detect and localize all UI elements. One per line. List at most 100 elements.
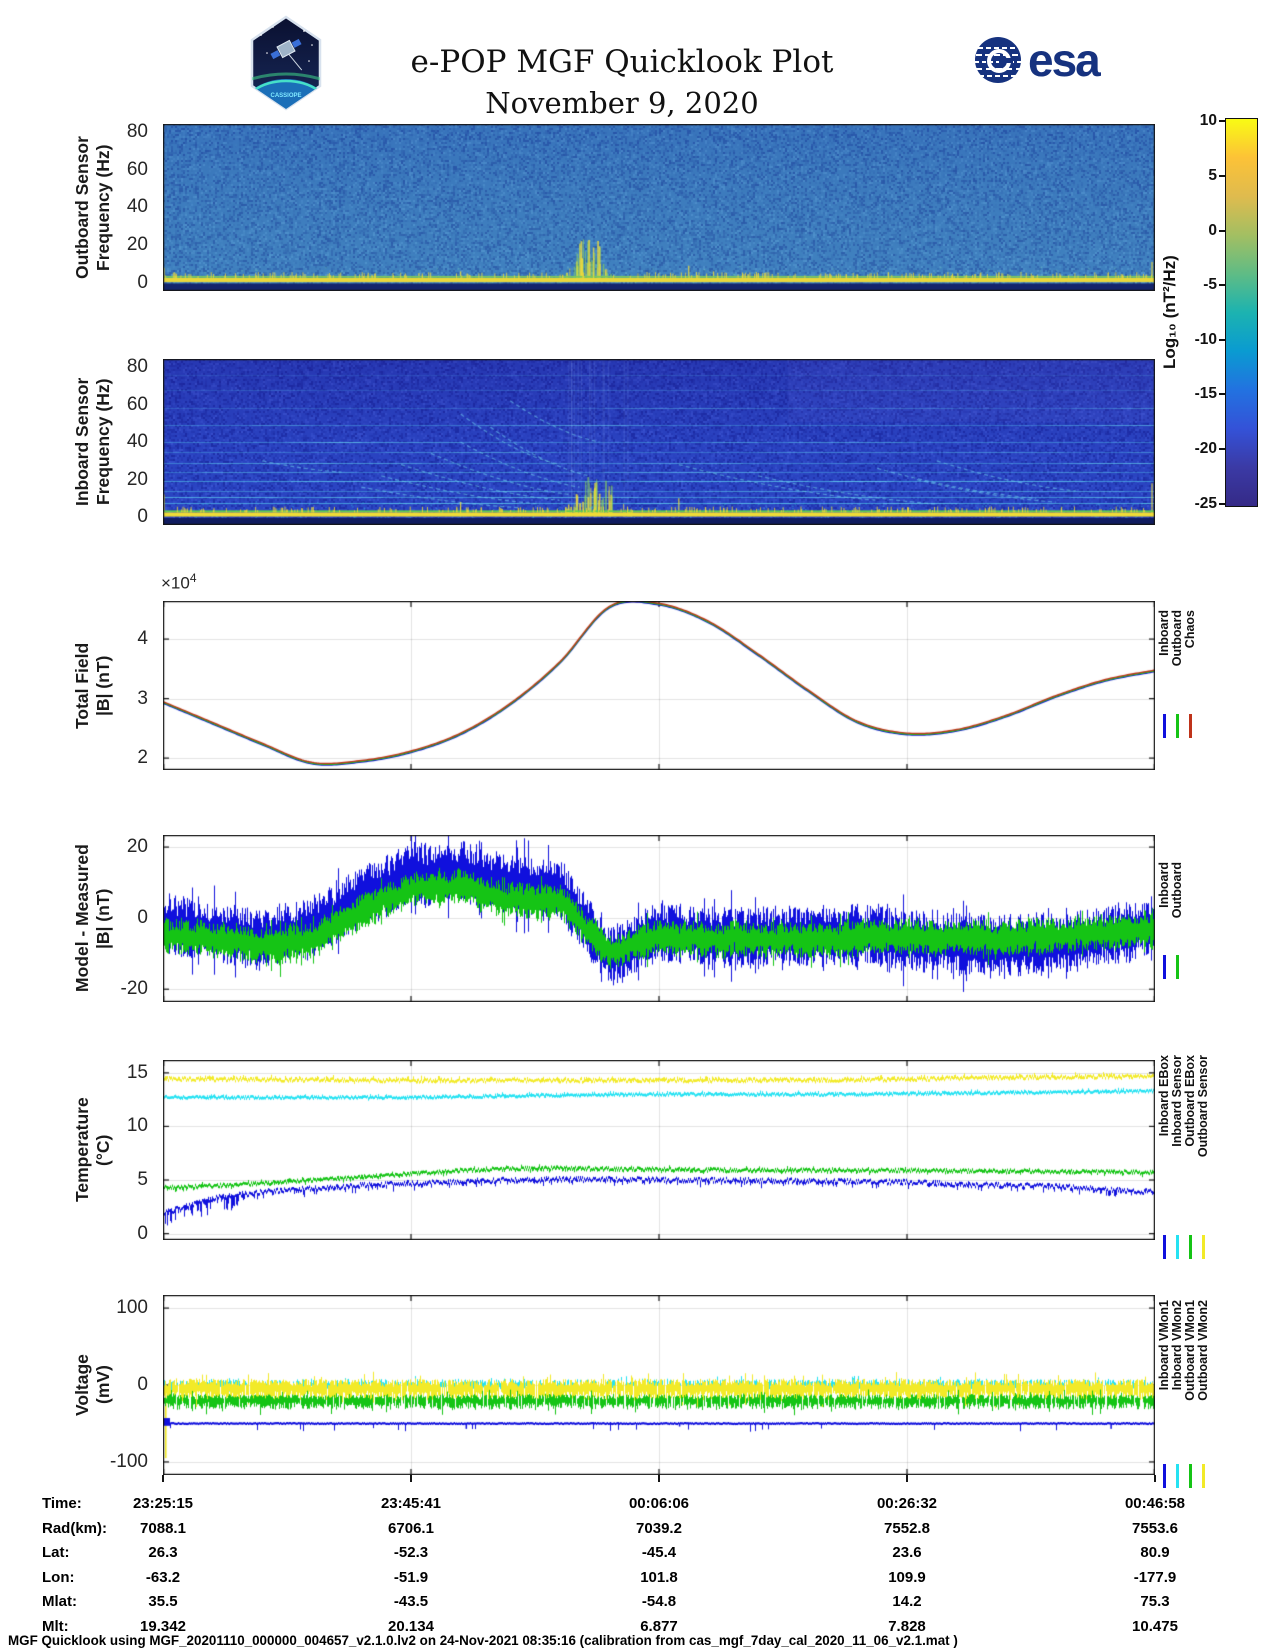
cassiope-patch-logo: CASSIOPE [249,15,323,111]
voltage-canvas [163,1295,1155,1475]
table-row-label: Rad(km): [42,1519,108,1537]
table-cell: 109.9 [888,1568,926,1586]
y-axis-label-line: (mV) [93,1365,113,1405]
esa-wordmark: esa [1028,34,1101,86]
panel-model_measured [163,835,1155,1002]
y-axis-label-outboard_spectrogram: Outboard Sensor Frequency (Hz) [72,124,118,291]
y-axis-label-inboard_spectrogram: Inboard Sensor Frequency (Hz) [72,359,118,525]
table-cell: 00:06:06 [628,1495,690,1512]
colorbar-tick-label: 5 [1208,166,1217,184]
legend-key [1163,714,1166,738]
panel-total_field [163,601,1155,770]
exp-pow: 4 [189,571,197,585]
colorbar-tick-mark [1219,229,1225,232]
table-row-label: Lon: [42,1568,75,1586]
legend-key [1176,714,1179,738]
y-tick-label: 80 [126,356,148,378]
y-tick-label: 10 [126,1115,148,1137]
table-cell: 23.6 [892,1544,922,1562]
y-axis-label-line: Total Field [72,642,92,729]
y-tick-label: 0 [137,1222,148,1244]
colorbar-tick-label: -10 [1194,330,1217,348]
legend-key [1176,1235,1179,1259]
panel-outboard_spectrogram [163,124,1155,291]
colorbar-tick-mark [1219,174,1225,177]
colorbar-tick-label: -15 [1194,385,1217,403]
table-cell: 14.2 [892,1593,922,1611]
legend-key [1163,955,1166,979]
table-cell: 7.828 [888,1618,926,1635]
y-tick-label: -100 [109,1450,148,1472]
y-axis-label-line: Model - Measured [72,844,92,993]
y-axis-label-line: Outboard Sensor [72,136,92,279]
y-tick-label: 0 [137,1374,148,1395]
y-tick-label: 0 [137,907,148,929]
y-axis-label-line: (°C) [93,1134,113,1166]
y-axis-label-voltage: Voltage (mV) [72,1295,118,1475]
table-cell: 23:25:15 [132,1495,194,1512]
table-cell: 6.877 [640,1618,678,1635]
y-tick-label: 100 [116,1297,148,1319]
legend-key [1202,1235,1205,1259]
colorbar-tick-mark [1219,393,1225,396]
y-tick-label: 40 [126,431,148,453]
legend-entry: Outboard VMon2 [1196,1300,1210,1401]
table-cell: 80.9 [1140,1544,1170,1562]
x-tick-mark [658,1475,660,1482]
legend-entry: Outboard [1170,862,1184,919]
colorbar-label: Log₁₀ (nT²/Hz) [1160,255,1179,370]
y-tick-label: 40 [126,196,148,218]
x-tick-mark [1154,1475,1156,1482]
y-axis-label-line: |B| (nT) [93,888,113,949]
y-axis-label-line: Frequency (Hz) [93,378,113,506]
total_field-canvas [163,601,1155,770]
legend-key [1163,1235,1166,1259]
table-cell: 20.134 [388,1618,434,1635]
legend-total_field: Inboard Outboard Chaos [1157,610,1197,666]
inboard_spectrogram-canvas [163,359,1155,525]
table-cell: 00:46:58 [1124,1495,1186,1512]
colorbar [1225,118,1258,507]
y-axis-label-line: |B| (nT) [93,655,113,716]
y-axis-label-temperature: Temperature (°C) [72,1060,118,1240]
colorbar-tick-mark [1219,502,1225,505]
legend-model_measured: Inboard Outboard [1157,862,1184,919]
colorbar-tick-label: -25 [1194,494,1217,512]
y-tick-label: 20 [126,836,148,858]
table-row-label: Mlat: [42,1593,77,1611]
panel-inboard_spectrogram [163,359,1155,525]
table-cell: 7553.6 [1132,1519,1178,1537]
x-tick-mark [162,1475,164,1482]
table-cell: 75.3 [1140,1593,1170,1611]
esa-logo: esa [972,34,1101,86]
y-tick-label: 20 [126,468,148,490]
table-cell: 10.475 [1132,1618,1178,1635]
temperature-canvas [163,1060,1155,1240]
legend-temperature: Inboard EBox Inboard Sensor Outboard EBox O… [1157,1055,1210,1157]
y-axis-label-line: Inboard Sensor [72,377,92,507]
panel-temperature [163,1060,1155,1240]
table-cell: 19.342 [140,1618,186,1635]
table-cell: 7088.1 [140,1519,186,1537]
panel-voltage [163,1295,1155,1475]
esa-globe-icon [975,37,1021,83]
table-cell: 101.8 [640,1568,678,1586]
colorbar-tick-mark [1219,448,1225,451]
table-cell: 6706.1 [388,1519,434,1537]
page-date: November 9, 2020 [485,86,759,120]
colorbar-tick-label: 0 [1208,221,1217,239]
colorbar-tick-mark [1219,338,1225,341]
table-cell: -51.9 [393,1568,429,1586]
colorbar-tick-label: -20 [1194,440,1217,458]
y-tick-label: 15 [126,1061,148,1083]
legend-key [1189,1464,1192,1488]
table-cell: 7552.8 [884,1519,930,1537]
table-row-label: Lat: [42,1544,70,1562]
legend-key [1189,714,1192,738]
y-axis-label-line: Voltage [72,1354,92,1416]
y-tick-label: 4 [137,628,148,650]
x-tick-mark [410,1475,412,1482]
y-tick-label: 0 [137,506,148,528]
cassiope-patch-icon: CASSIOPE [250,15,322,111]
legend-key [1189,1235,1192,1259]
